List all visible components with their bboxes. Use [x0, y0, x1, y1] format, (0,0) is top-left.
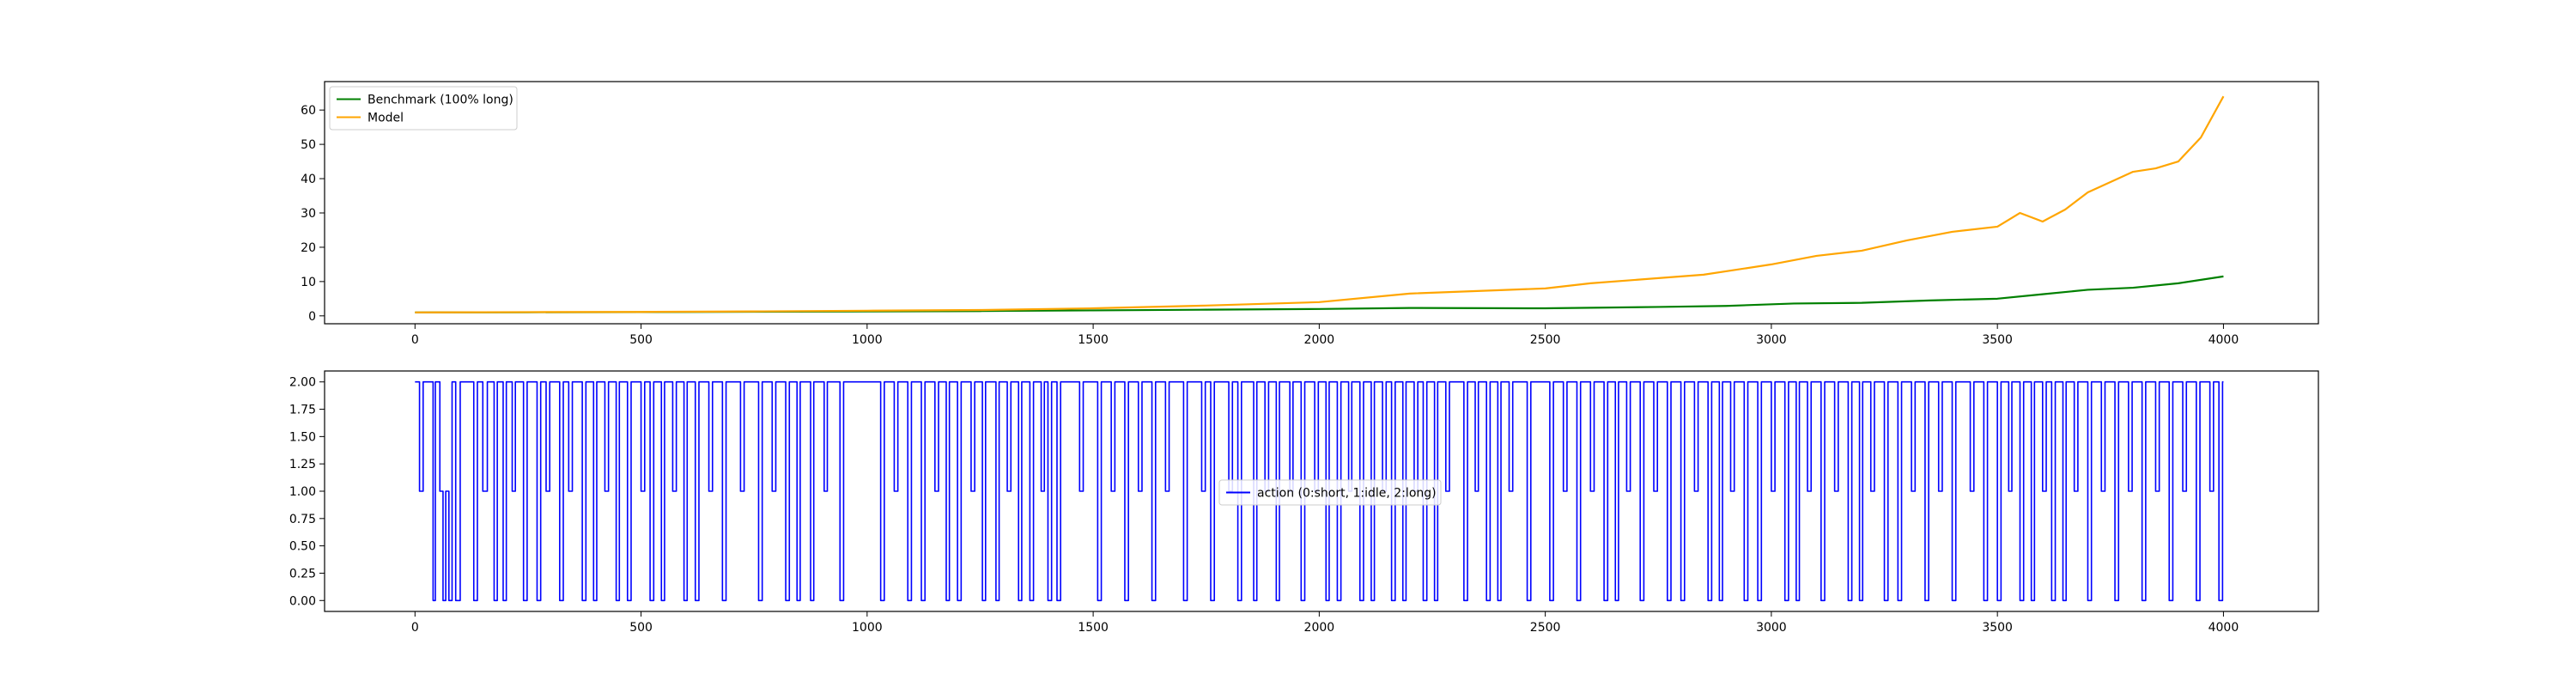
y-tick-label: 2.00 [289, 376, 316, 390]
y-tick-label: 1.25 [289, 458, 316, 471]
y-tick-label: 40 [301, 173, 316, 186]
y-tick-label: 50 [301, 138, 316, 152]
legend: action (0:short, 1:idle, 2:long) [1218, 479, 1442, 506]
axes-frame [324, 81, 2319, 325]
x-tick-label: 500 [629, 621, 653, 635]
legend-box [1218, 479, 1442, 506]
y-tick-label: 0.25 [289, 567, 316, 581]
x-tick-label: 0 [411, 621, 419, 635]
series-line-0 [415, 275, 2224, 313]
x-tick-label: 1000 [852, 333, 883, 347]
x-tick-label: 3500 [1982, 621, 2013, 635]
y-tick-label: 0 [308, 310, 316, 324]
y-tick-label: 0.75 [289, 513, 316, 526]
x-tick-label: 2500 [1530, 333, 1561, 347]
x-tick-label: 0 [411, 333, 419, 347]
y-tick-label: 10 [301, 276, 316, 289]
y-tick-label: 0.00 [289, 594, 316, 608]
x-tick-label: 4000 [2208, 621, 2239, 635]
y-tick-label: 0.50 [289, 540, 316, 554]
y-tick-label: 30 [301, 207, 316, 221]
top-chart-equity-curves: 0 500 1000 1500 2000 2500 3000 3500 4000 0 10 20 30 4… [301, 81, 2319, 347]
x-tick-label: 1500 [1078, 621, 1109, 635]
x-tick-label: 3000 [1756, 333, 1787, 347]
x-tick-label: 1000 [852, 621, 883, 635]
legend-box [329, 86, 518, 131]
x-tick-label: 500 [629, 333, 653, 347]
y-tick-label: 60 [301, 104, 316, 118]
x-tick-label: 3500 [1982, 333, 2013, 347]
series-line-1 [415, 95, 2225, 313]
legend-label: Benchmark (100% long) [368, 94, 513, 107]
legend-label: action (0:short, 1:idle, 2:long) [1257, 487, 1437, 501]
y-tick-label: 1.50 [289, 430, 316, 444]
x-tick-label: 4000 [2208, 333, 2239, 347]
legend-label: Model [368, 112, 404, 125]
bottom-chart-actions: 0 500 1000 1500 2000 2500 3000 3500 4000 0.00 0.25… [289, 370, 2319, 635]
x-tick-label: 1500 [1078, 333, 1109, 347]
x-tick-label: 3000 [1756, 621, 1787, 635]
y-tick-label: 1.75 [289, 404, 316, 417]
x-tick-label: 2000 [1304, 621, 1335, 635]
y-tick-label: 1.00 [289, 485, 316, 499]
x-tick-label: 2500 [1530, 621, 1561, 635]
y-tick-label: 20 [301, 241, 316, 255]
x-tick-label: 2000 [1304, 333, 1335, 347]
legend: Benchmark (100% long) Model [329, 86, 518, 131]
